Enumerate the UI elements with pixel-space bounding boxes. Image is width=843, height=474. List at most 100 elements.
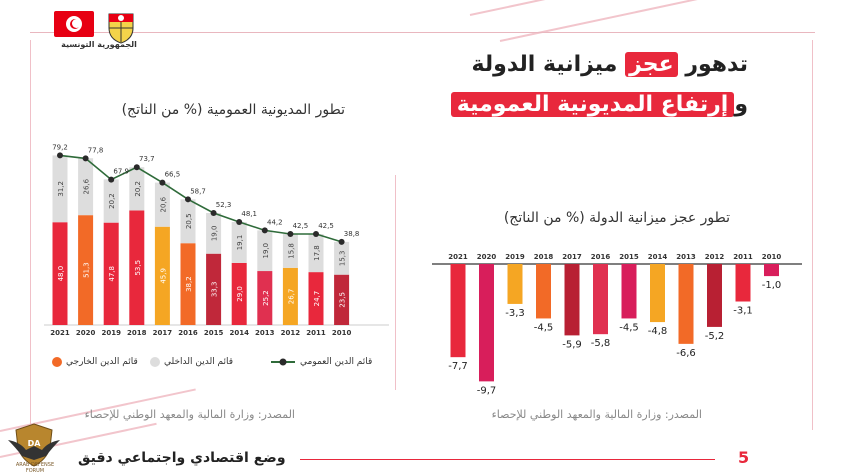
- deficit-value-label: -4,8: [648, 326, 668, 337]
- x-tick-label: 2020: [477, 253, 497, 261]
- deficit-chart-source: المصدر: وزارة المالية والمعهد الوطني للإ…: [491, 408, 702, 421]
- deficit-bar: [650, 264, 665, 323]
- internal-debt-bar: [206, 213, 222, 254]
- page-number: 5: [738, 448, 750, 467]
- total-debt-point: [159, 179, 166, 186]
- internal-debt-label: 26,6: [83, 178, 91, 194]
- external-debt-label: 29,0: [236, 286, 244, 302]
- x-tick-label: 2021: [448, 253, 468, 261]
- internal-debt-label: 15,8: [287, 243, 295, 259]
- deficit-bar: [621, 264, 637, 319]
- total-debt-point: [185, 196, 191, 203]
- internal-debt-bar: [154, 182, 170, 227]
- internal-debt-bar: [231, 222, 247, 263]
- republic-name: الجمهورية التونسية: [61, 40, 137, 49]
- internal-debt-bar: [180, 199, 196, 244]
- total-debt-label: 48,1: [241, 210, 257, 218]
- total-debt-label: 38,8: [344, 230, 360, 238]
- x-tick-label: 2013: [255, 329, 275, 337]
- internal-debt-label: 15,3: [339, 251, 347, 267]
- x-tick-label: 2014: [648, 253, 668, 261]
- deficit-value-label: -4,5: [534, 322, 554, 333]
- total-debt-label: 52,3: [216, 201, 232, 209]
- external-debt-bar: [103, 222, 119, 325]
- internal-debt-bar: [52, 155, 68, 223]
- total-debt-label: 42,5: [293, 222, 309, 230]
- deficit-chart-subtitle: تطور عجز ميزانية الدولة (% من الناتج): [503, 210, 730, 226]
- tunisia-flag-icon: [54, 11, 94, 37]
- x-tick-label: 2017: [153, 329, 173, 337]
- total-debt-point: [287, 231, 294, 237]
- arab-defense-forum-logo-icon: DA: [8, 423, 60, 467]
- internal-debt-bar: [334, 241, 350, 275]
- total-debt-label: 58,7: [190, 187, 206, 195]
- debt-chart-subtitle: تطور المديونية العمومية (% من الناتج): [121, 102, 345, 118]
- total-debt-point: [133, 164, 140, 171]
- total-debt-label: 79,2: [52, 143, 68, 151]
- external-debt-label: 51,3: [83, 262, 91, 278]
- external-debt-bar: [308, 272, 324, 325]
- deficit-bar: [764, 264, 779, 277]
- total-debt-point: [236, 219, 243, 226]
- x-tick-label: 2018: [534, 253, 554, 261]
- internal-debt-label: 20,5: [185, 213, 193, 229]
- x-tick-label: 2011: [733, 253, 753, 261]
- deficit-value-label: -6,6: [676, 348, 696, 359]
- left-border: [30, 40, 31, 430]
- internal-debt-bar: [257, 230, 273, 272]
- external-debt-bar: [206, 253, 222, 325]
- external-debt-label: 23,5: [339, 292, 347, 308]
- external-debt-bar: [334, 274, 350, 325]
- external-debt-label: 48,0: [57, 266, 65, 282]
- total-debt-label: 77,8: [88, 146, 104, 154]
- external-debt-bar: [257, 271, 273, 325]
- external-debt-label: 38,2: [185, 276, 193, 292]
- external-debt-bar: [52, 222, 68, 325]
- total-debt-label: 44,2: [267, 218, 283, 226]
- total-debt-point: [338, 238, 345, 245]
- internal-debt-bar: [78, 158, 94, 216]
- total-debt-line: [59, 154, 342, 243]
- footer-caption: وضع اقتصادي واجتماعي دقيق: [78, 450, 286, 466]
- deficit-value-label: -5,9: [562, 339, 582, 350]
- total-debt-label: 66,5: [165, 171, 181, 179]
- external-debt-bar: [78, 215, 94, 325]
- total-debt-point: [210, 210, 217, 217]
- deficit-bar: [450, 264, 466, 358]
- external-debt-bar: [129, 210, 145, 325]
- x-tick-label: 2016: [178, 329, 198, 337]
- internal-debt-label: 20,2: [108, 193, 116, 209]
- external-debt-bar: [282, 267, 298, 325]
- total-debt-point: [108, 176, 115, 183]
- total-debt-point: [82, 155, 89, 162]
- panel-divider: [395, 175, 396, 390]
- total-debt-point: [313, 231, 319, 237]
- page-title-line2: وإرتفاع المديونية العمومية: [450, 92, 748, 117]
- x-tick-label: 2014: [229, 329, 249, 337]
- internal-debt-label: 31,2: [57, 181, 65, 197]
- header-divider: [30, 32, 815, 33]
- deficit-value-label: -7,7: [448, 361, 468, 372]
- external-debt-label: 33,3: [211, 282, 219, 298]
- right-border: [812, 40, 813, 430]
- external-debt-label: 47,8: [108, 266, 116, 282]
- total-debt-point: [57, 152, 63, 159]
- internal-debt-label: 17,8: [313, 245, 321, 261]
- x-tick-label: 2019: [101, 329, 121, 337]
- x-tick-label: 2012: [705, 253, 725, 261]
- x-tick-label: 2016: [591, 253, 611, 261]
- deficit-value-label: -5,8: [591, 338, 611, 349]
- external-debt-label: 24,7: [313, 291, 321, 307]
- internal-debt-label: 20,6: [159, 196, 167, 212]
- x-tick-label: 2015: [619, 253, 639, 261]
- deficit-bar: [507, 264, 523, 304]
- total-debt-label: 67,9: [113, 168, 129, 176]
- x-tick-label: 2021: [50, 329, 70, 337]
- internal-debt-label: 19,0: [262, 243, 270, 259]
- internal-debt-bar: [103, 179, 119, 223]
- x-tick-label: 2013: [676, 253, 696, 261]
- external-debt-bar: [154, 226, 170, 325]
- x-tick-label: 2010: [332, 329, 352, 337]
- external-debt-bar: [180, 243, 196, 325]
- deficit-value-label: -1,0: [762, 280, 782, 291]
